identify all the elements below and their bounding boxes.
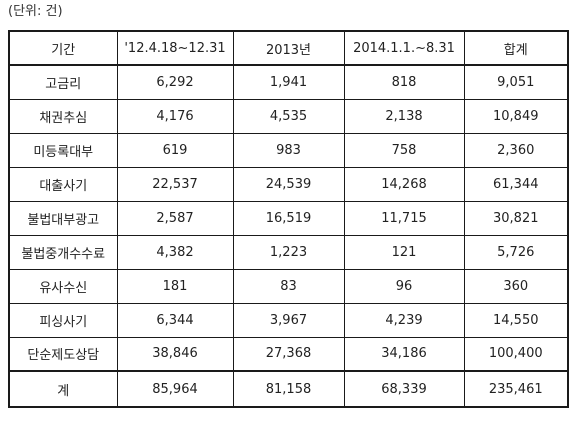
table-cell: 34,186 <box>343 336 465 372</box>
header-total: 합계 <box>463 30 569 66</box>
table-cell: 121 <box>343 234 465 270</box>
table-cell: 4,535 <box>232 98 345 134</box>
table-cell: 61,344 <box>463 166 569 202</box>
header-2012: '12.4.18~12.31 <box>116 30 234 66</box>
header-row: 기간 '12.4.18~12.31 2013년 2014.1.1.~8.31 합… <box>8 30 569 66</box>
row-label: 채권추심 <box>8 98 118 134</box>
table-row: 불법대부광고 2,587 16,519 11,715 30,821 <box>8 200 569 236</box>
unit-note: (단위: 건) <box>8 4 63 19</box>
table-cell: 96 <box>343 268 465 304</box>
table-cell: 22,537 <box>116 166 234 202</box>
total-cell: 85,964 <box>116 370 234 408</box>
table-row: 불법중개수수료 4,382 1,223 121 5,726 <box>8 234 569 270</box>
header-2013: 2013년 <box>232 30 345 66</box>
total-cell: 235,461 <box>463 370 569 408</box>
table-row: 미등록대부 619 983 758 2,360 <box>8 132 569 168</box>
table-cell: 3,967 <box>232 302 345 338</box>
table-cell: 16,519 <box>232 200 345 236</box>
total-cell: 81,158 <box>232 370 345 408</box>
table-row: 대출사기 22,537 24,539 14,268 61,344 <box>8 166 569 202</box>
row-label: 피싱사기 <box>8 302 118 338</box>
table-cell: 818 <box>343 64 465 100</box>
row-label: 유사수신 <box>8 268 118 304</box>
row-label: 불법대부광고 <box>8 200 118 236</box>
table-cell: 2,138 <box>343 98 465 134</box>
table-cell: 11,715 <box>343 200 465 236</box>
table-cell: 983 <box>232 132 345 168</box>
row-label: 고금리 <box>8 64 118 100</box>
table-cell: 360 <box>463 268 569 304</box>
table-cell: 4,382 <box>116 234 234 270</box>
table-cell: 27,368 <box>232 336 345 372</box>
table-cell: 5,726 <box>463 234 569 270</box>
table-row: 고금리 6,292 1,941 818 9,051 <box>8 64 569 100</box>
table-row: 피싱사기 6,344 3,967 4,239 14,550 <box>8 302 569 338</box>
table-cell: 6,344 <box>116 302 234 338</box>
table-cell: 1,223 <box>232 234 345 270</box>
total-cell: 68,339 <box>343 370 465 408</box>
table-cell: 1,941 <box>232 64 345 100</box>
row-label: 대출사기 <box>8 166 118 202</box>
table-cell: 9,051 <box>463 64 569 100</box>
table-cell: 4,176 <box>116 98 234 134</box>
table-cell: 14,550 <box>463 302 569 338</box>
table-cell: 758 <box>343 132 465 168</box>
table-cell: 24,539 <box>232 166 345 202</box>
statistics-table: 기간 '12.4.18~12.31 2013년 2014.1.1.~8.31 합… <box>8 30 569 408</box>
table-cell: 100,400 <box>463 336 569 372</box>
table-cell: 6,292 <box>116 64 234 100</box>
total-label: 계 <box>8 370 118 408</box>
header-2014: 2014.1.1.~8.31 <box>343 30 465 66</box>
table-cell: 181 <box>116 268 234 304</box>
table-row: 유사수신 181 83 96 360 <box>8 268 569 304</box>
table-cell: 10,849 <box>463 98 569 134</box>
total-row: 계 85,964 81,158 68,339 235,461 <box>8 370 569 408</box>
row-label: 미등록대부 <box>8 132 118 168</box>
table-row: 단순제도상담 38,846 27,368 34,186 100,400 <box>8 336 569 372</box>
table-cell: 2,360 <box>463 132 569 168</box>
table-cell: 83 <box>232 268 345 304</box>
row-label: 불법중개수수료 <box>8 234 118 270</box>
table-cell: 14,268 <box>343 166 465 202</box>
table-cell: 30,821 <box>463 200 569 236</box>
table-cell: 38,846 <box>116 336 234 372</box>
table-cell: 2,587 <box>116 200 234 236</box>
table-cell: 4,239 <box>343 302 465 338</box>
table-row: 채권추심 4,176 4,535 2,138 10,849 <box>8 98 569 134</box>
table-cell: 619 <box>116 132 234 168</box>
header-period: 기간 <box>8 30 118 66</box>
row-label: 단순제도상담 <box>8 336 118 372</box>
